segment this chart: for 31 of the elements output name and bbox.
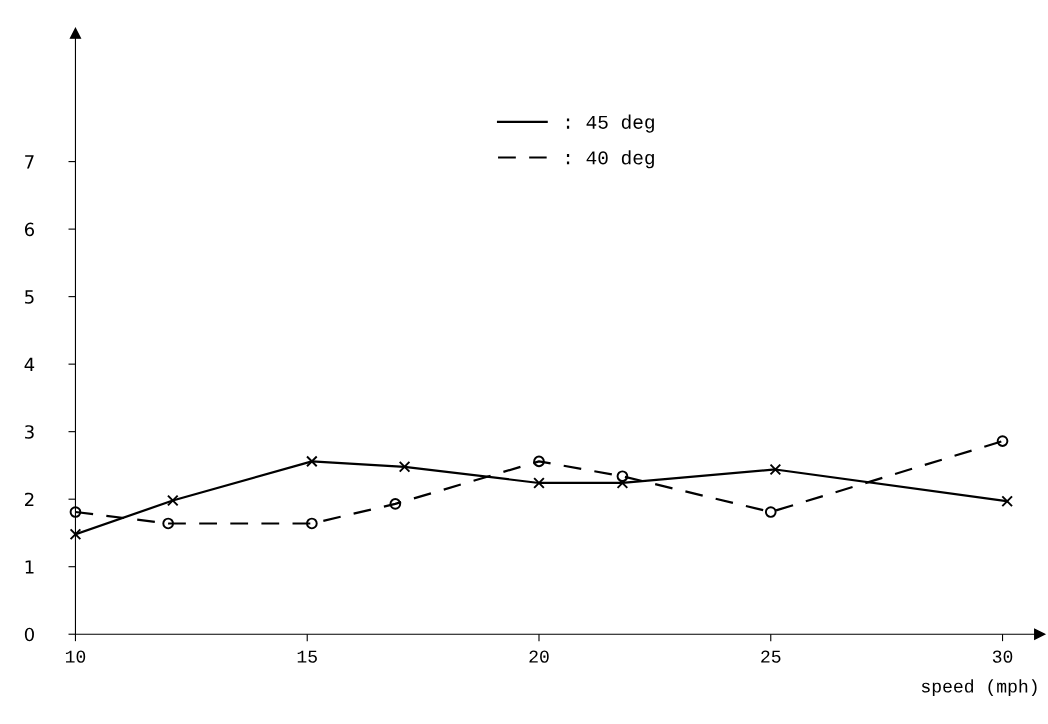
legend-label: : 45 deg (566, 114, 654, 133)
y-tick-label: 2 (25, 492, 34, 507)
point (1001, 495, 1013, 508)
y-tick-label: 7 (25, 155, 34, 169)
y-tick-label: 1 (25, 560, 34, 574)
point (162, 517, 174, 530)
y-tick-label: 3 (25, 425, 34, 439)
x-tick-label: 30 (992, 650, 1013, 663)
point (69, 506, 82, 518)
y-tick-label: 4 (24, 357, 35, 372)
point (166, 494, 179, 507)
point (389, 498, 402, 510)
y-tick-label: 0 (24, 627, 34, 642)
point (533, 477, 545, 489)
point (306, 455, 318, 468)
y-tick-label: 6 (24, 222, 35, 237)
x-tick-label: 25 (761, 650, 781, 663)
point (616, 470, 629, 483)
point (533, 455, 545, 468)
legend-label: : 40 deg (566, 150, 654, 169)
x-axis-title: speed (mph) (921, 679, 1037, 697)
point (769, 463, 782, 476)
point (306, 517, 318, 530)
point (69, 528, 82, 541)
y-tick-label: 5 (25, 290, 34, 304)
point (398, 460, 411, 473)
x-tick-label: 15 (297, 650, 317, 663)
point (996, 435, 1009, 447)
point (764, 506, 777, 518)
x-tick-label: 10 (65, 650, 86, 663)
x-tick-label: 20 (529, 650, 549, 663)
